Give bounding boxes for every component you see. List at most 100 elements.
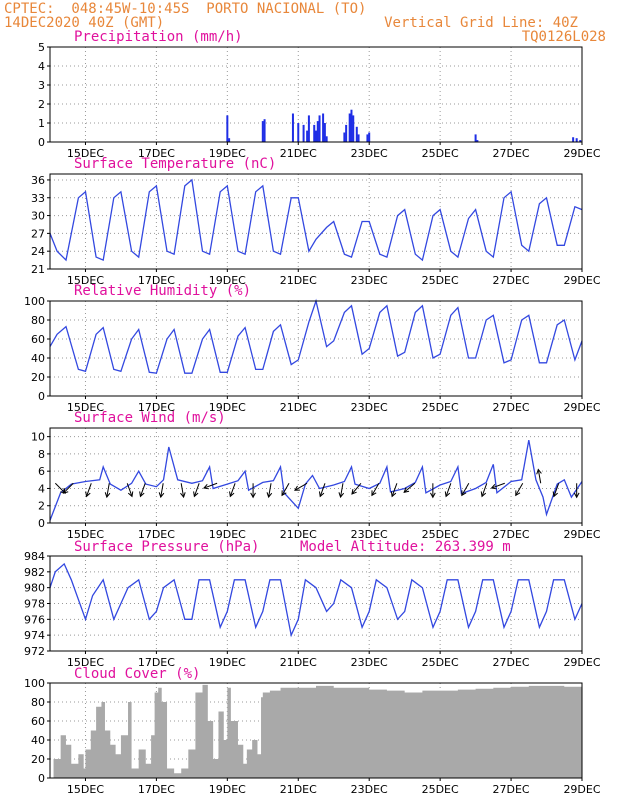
wind-arrow bbox=[63, 482, 74, 494]
cloud-xtick-label: 15DEC bbox=[67, 783, 104, 796]
rh-xtick-label: 25DEC bbox=[422, 401, 459, 414]
wind-arrow bbox=[491, 482, 505, 489]
cloud-xtick-label: 23DEC bbox=[351, 783, 388, 796]
wind-arrow-head bbox=[536, 468, 542, 475]
precip-bar bbox=[345, 124, 348, 142]
header-grid-line: Vertical Grid Line: 40Z bbox=[384, 15, 578, 31]
precip-ytick-label: 0 bbox=[38, 136, 45, 149]
precip-xtick-label: 29DEC bbox=[563, 147, 600, 160]
precip-title: Precipitation (mm/h) bbox=[74, 29, 243, 45]
wind-title: Surface Wind (m/s) bbox=[74, 410, 226, 426]
wind-xtick-label: 21DEC bbox=[280, 528, 317, 541]
precip-bar bbox=[228, 138, 231, 142]
wind-ytick-label: 2 bbox=[38, 500, 45, 513]
precip-ytick-label: 4 bbox=[38, 60, 45, 73]
temp-xtick-label: 21DEC bbox=[280, 274, 317, 287]
temp-ytick-label: 24 bbox=[31, 245, 45, 258]
temp-frame bbox=[49, 173, 583, 270]
precip-bar bbox=[474, 134, 477, 142]
cloud-title: Cloud Cover (%) bbox=[74, 666, 201, 682]
precip-bar bbox=[355, 126, 358, 142]
pressure-xtick-label: 15DEC bbox=[67, 656, 104, 669]
pressure-title: Surface Pressure (hPa) bbox=[74, 539, 260, 555]
pressure-xtick-label: 19DEC bbox=[209, 656, 246, 669]
wind-arrow bbox=[106, 483, 110, 498]
rh-ytick-label: 0 bbox=[38, 390, 45, 403]
wind-arrow-head bbox=[229, 491, 235, 498]
cloud-ytick-label: 100 bbox=[24, 677, 45, 690]
wind-arrow bbox=[391, 483, 398, 497]
wind-ytick-label: 0 bbox=[38, 517, 45, 530]
cloud-ytick-label: 80 bbox=[31, 696, 45, 709]
precip-bar bbox=[306, 130, 309, 142]
wind-arrow bbox=[461, 483, 470, 496]
precip-bar bbox=[318, 115, 321, 142]
pressure-ytick-label: 972 bbox=[24, 645, 45, 658]
precip-bar bbox=[302, 124, 305, 142]
cloud-ytick-label: 20 bbox=[31, 753, 45, 766]
cloud-xtick-label: 27DEC bbox=[493, 783, 530, 796]
wind-xtick-label: 19DEC bbox=[209, 528, 246, 541]
precip-xtick-label: 19DEC bbox=[209, 147, 246, 160]
precip-ytick-label: 3 bbox=[38, 79, 45, 92]
pressure-series-line bbox=[49, 562, 583, 638]
precip-bar bbox=[348, 113, 351, 142]
precip-bar bbox=[297, 123, 300, 142]
temp-ytick-label: 36 bbox=[31, 174, 45, 187]
precip-bar bbox=[307, 115, 310, 142]
precip-bar bbox=[352, 115, 355, 142]
precip-xtick-label: 15DEC bbox=[67, 147, 104, 160]
precip-xtick-label: 17DEC bbox=[138, 147, 175, 160]
wind-arrow-head bbox=[85, 491, 91, 498]
wind-arrow-head bbox=[515, 490, 521, 497]
wind-series-line bbox=[49, 439, 583, 521]
wind-xtick-label: 15DEC bbox=[67, 528, 104, 541]
wind-arrow-head bbox=[139, 491, 145, 498]
temp-xtick-label: 27DEC bbox=[493, 274, 530, 287]
rh-xtick-label: 29DEC bbox=[563, 401, 600, 414]
pressure-xtick-label: 17DEC bbox=[138, 656, 175, 669]
wind-ytick-label: 10 bbox=[31, 431, 45, 444]
wind-xtick-label: 25DEC bbox=[422, 528, 459, 541]
precip-bar bbox=[261, 121, 264, 142]
wind-arrow bbox=[481, 483, 488, 497]
cloud-xtick-label: 21DEC bbox=[280, 783, 317, 796]
wind-arrow-head bbox=[480, 491, 487, 498]
precip-bar bbox=[357, 134, 360, 142]
wind-arrow-head bbox=[338, 492, 345, 499]
header-station: CPTEC: 048:45W-10:45S PORTO NACIONAL (TO… bbox=[4, 1, 367, 17]
wind-xtick-label: 17DEC bbox=[138, 528, 175, 541]
wind-arrow bbox=[86, 483, 92, 497]
temp-xtick-label: 19DEC bbox=[209, 274, 246, 287]
rh-xtick-label: 27DEC bbox=[493, 401, 530, 414]
pressure-xtick-label: 29DEC bbox=[563, 656, 600, 669]
cloud-area bbox=[50, 684, 582, 778]
wind-arrow bbox=[515, 483, 524, 496]
wind-frame bbox=[49, 427, 583, 524]
pressure-ytick-label: 974 bbox=[24, 629, 45, 642]
cloud-ytick-label: 40 bbox=[31, 734, 45, 747]
precip-bar bbox=[322, 113, 325, 142]
wind-arrow bbox=[126, 483, 133, 497]
precip-ytick-label: 5 bbox=[38, 41, 45, 54]
wind-arrow-head bbox=[490, 483, 497, 490]
temp-ytick-label: 21 bbox=[31, 263, 45, 276]
temp-title: Surface Temperature (nC) bbox=[74, 156, 277, 172]
wind-arrow-head bbox=[371, 490, 377, 497]
temp-xtick-label: 15DEC bbox=[67, 274, 104, 287]
pressure-ytick-label: 982 bbox=[24, 566, 45, 579]
cloud-xtick-label: 17DEC bbox=[138, 783, 175, 796]
temp-ytick-label: 30 bbox=[31, 210, 45, 223]
wind-arrow-head bbox=[403, 487, 410, 493]
pressure-ytick-label: 976 bbox=[24, 613, 45, 626]
rh-xtick-label: 23DEC bbox=[351, 401, 388, 414]
precip-frame bbox=[49, 46, 583, 143]
precip-bar bbox=[226, 115, 229, 142]
pressure-ytick-label: 984 bbox=[24, 550, 45, 563]
cloud-xtick-label: 29DEC bbox=[563, 783, 600, 796]
precip-bar bbox=[476, 140, 479, 142]
wind-arrow-head bbox=[552, 491, 558, 498]
wind-arrow bbox=[319, 483, 326, 497]
temp-xtick-label: 17DEC bbox=[138, 274, 175, 287]
